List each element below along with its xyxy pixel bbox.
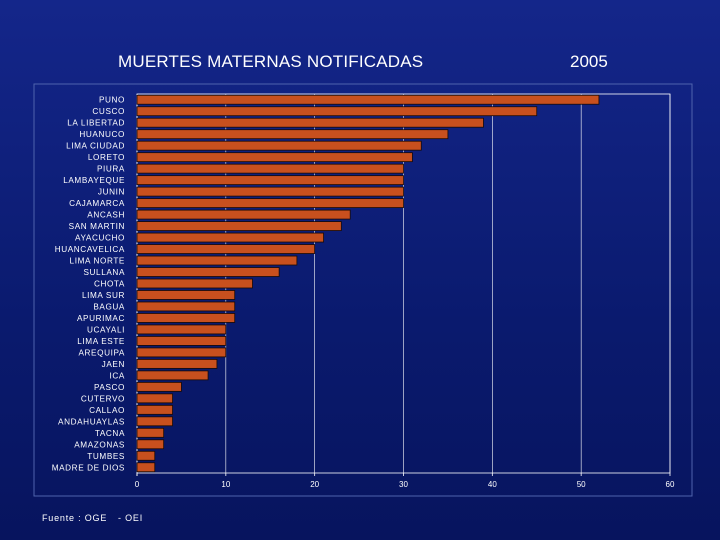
category-label: ANDAHUAYLAS bbox=[58, 417, 125, 426]
bar[interactable] bbox=[136, 152, 413, 163]
x-tick-label: 40 bbox=[488, 480, 497, 489]
category-label: LIMA CIUDAD bbox=[66, 142, 125, 151]
category-label: JUNIN bbox=[98, 188, 125, 197]
category-label: APURIMAC bbox=[77, 314, 125, 323]
category-label: PASCO bbox=[94, 383, 125, 392]
bar[interactable] bbox=[136, 244, 316, 254]
category-label: JAEN bbox=[102, 360, 125, 369]
category-label: LAMBAYEQUE bbox=[63, 176, 125, 185]
bar[interactable] bbox=[136, 267, 280, 277]
bar[interactable] bbox=[136, 163, 404, 174]
category-label: CUTERVO bbox=[81, 394, 125, 403]
bar[interactable] bbox=[136, 198, 404, 208]
bar[interactable] bbox=[136, 427, 165, 438]
bar[interactable] bbox=[136, 313, 236, 323]
bar[interactable] bbox=[136, 117, 484, 128]
category-label: HUANCAVELICA bbox=[55, 245, 125, 254]
bar[interactable] bbox=[136, 186, 404, 197]
chart-title: MUERTES MATERNAS NOTIFICADAS bbox=[118, 52, 424, 71]
category-label: PIURA bbox=[97, 165, 125, 174]
x-tick-label: 30 bbox=[399, 480, 408, 489]
bar[interactable] bbox=[136, 404, 173, 415]
bar[interactable] bbox=[136, 381, 182, 392]
bar[interactable] bbox=[136, 232, 324, 243]
bar[interactable] bbox=[136, 255, 298, 266]
bar[interactable] bbox=[136, 359, 218, 369]
category-label: LIMA NORTE bbox=[70, 257, 125, 266]
bar[interactable] bbox=[136, 347, 227, 358]
x-tick-label: 50 bbox=[577, 480, 586, 489]
bar[interactable] bbox=[136, 462, 156, 473]
bar[interactable] bbox=[136, 94, 600, 105]
category-label: TACNA bbox=[95, 429, 125, 438]
bar[interactable] bbox=[136, 439, 165, 450]
bar[interactable] bbox=[136, 450, 156, 461]
bar[interactable] bbox=[136, 301, 236, 312]
bar[interactable] bbox=[136, 221, 342, 231]
bar[interactable] bbox=[136, 278, 253, 289]
category-label: HUANUCO bbox=[79, 130, 125, 139]
category-label: MADRE DE DIOS bbox=[52, 463, 125, 472]
category-label: ICA bbox=[110, 371, 125, 380]
category-label: ANCASH bbox=[87, 211, 125, 220]
category-label: PUNO bbox=[99, 96, 125, 105]
category-label: LIMA SUR bbox=[82, 291, 125, 300]
category-label: SAN MARTIN bbox=[69, 222, 125, 231]
bar[interactable] bbox=[136, 393, 173, 404]
bar[interactable] bbox=[136, 324, 227, 335]
bar[interactable] bbox=[136, 370, 209, 381]
category-label: AREQUIPA bbox=[78, 348, 125, 357]
category-label: LA LIBERTAD bbox=[67, 119, 125, 128]
source-note: Fuente : OGE bbox=[42, 513, 108, 523]
bar[interactable] bbox=[136, 336, 227, 346]
chart-frame bbox=[33, 83, 693, 497]
chart-year: 2005 bbox=[570, 52, 608, 71]
bar[interactable] bbox=[136, 106, 538, 117]
category-label: CALLAO bbox=[89, 406, 125, 415]
category-label: CUSCO bbox=[92, 107, 125, 116]
category-label: TUMBES bbox=[87, 452, 125, 461]
category-label: LORETO bbox=[88, 153, 125, 162]
category-label: AYACUCHO bbox=[75, 234, 125, 243]
bar[interactable] bbox=[136, 209, 351, 220]
x-tick-label: 0 bbox=[135, 480, 140, 489]
category-label: UCAYALI bbox=[87, 325, 125, 334]
category-label: AMAZONAS bbox=[74, 440, 125, 449]
x-tick-label: 10 bbox=[221, 480, 230, 489]
category-label: CHOTA bbox=[94, 280, 125, 289]
category-label: SULLANA bbox=[83, 268, 125, 277]
source-note-suffix: - OEI bbox=[118, 513, 144, 523]
bar[interactable] bbox=[136, 290, 236, 300]
bar[interactable] bbox=[136, 129, 449, 140]
category-label: CAJAMARCA bbox=[69, 199, 125, 208]
bar[interactable] bbox=[136, 416, 173, 427]
x-tick-label: 20 bbox=[310, 480, 319, 489]
bar[interactable] bbox=[136, 175, 404, 186]
category-label: LIMA ESTE bbox=[77, 337, 125, 346]
category-label: BAGUA bbox=[93, 302, 125, 311]
x-tick-label: 60 bbox=[666, 480, 675, 489]
bar[interactable] bbox=[136, 140, 422, 151]
